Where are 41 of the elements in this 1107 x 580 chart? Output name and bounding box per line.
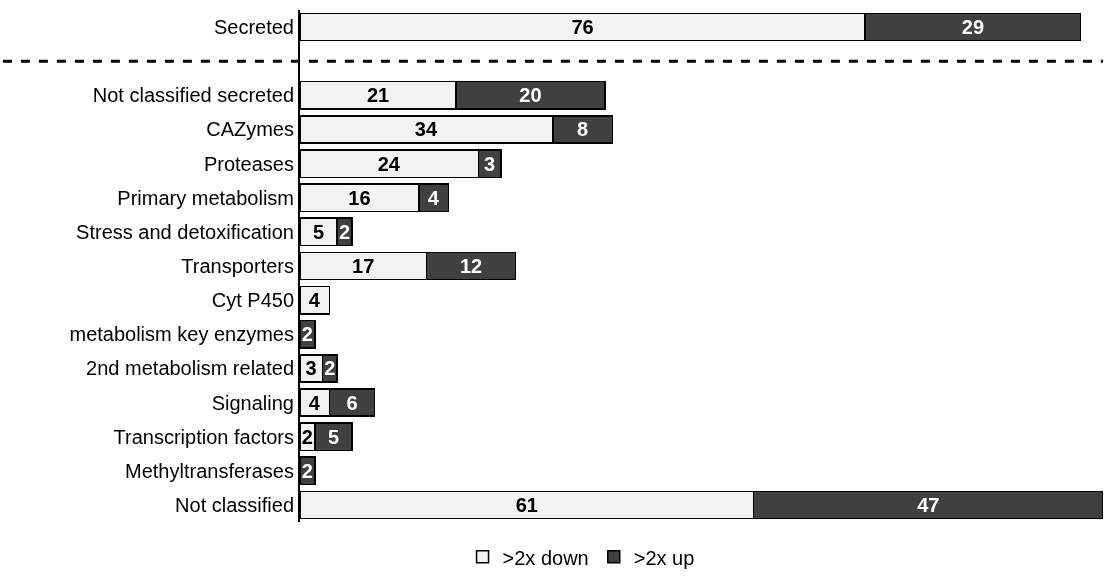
data-label: 2	[324, 357, 336, 380]
data-label: 2	[339, 220, 351, 243]
data-label: 21	[366, 84, 390, 107]
data-label: 3	[305, 357, 317, 380]
y-tick-label: Secreted	[213, 16, 294, 39]
y-tick-label: Methyltransferases	[125, 459, 294, 482]
data-label: 5	[313, 220, 325, 243]
data-label: 6	[346, 391, 358, 414]
y-tick-label: Proteases	[203, 152, 294, 175]
y-tick-label: Cyt P450	[211, 289, 294, 312]
data-label: 5	[327, 425, 340, 448]
data-label: 2	[301, 425, 313, 448]
data-label: 4	[308, 289, 321, 312]
y-tick-label: metabolism key enzymes	[69, 323, 294, 346]
y-tick-label: Transporters	[181, 255, 294, 277]
data-label: 2	[301, 323, 313, 346]
y-tick-label: Not classified secreted	[92, 84, 294, 107]
data-label: 61	[515, 493, 538, 516]
data-label: 16	[348, 186, 371, 209]
y-tick-label: Primary metabolism	[117, 186, 294, 209]
data-label: 17	[352, 255, 375, 277]
y-tick-label: CAZymes	[206, 118, 294, 141]
data-label: 24	[377, 152, 401, 175]
y-tick-label: Transcription factors	[113, 425, 294, 448]
y-tick-label: 2nd metabolism related	[86, 357, 294, 380]
data-label: 20	[519, 84, 542, 107]
legend-label: >2x up	[633, 546, 695, 569]
data-label: 76	[571, 16, 594, 39]
data-label: 2	[301, 459, 313, 482]
data-label: 12	[459, 255, 483, 277]
data-label: 8	[576, 118, 589, 141]
y-tick-label: Not classified	[175, 493, 294, 516]
data-label: 29	[961, 16, 985, 39]
y-tick-label: Signaling	[211, 391, 294, 414]
data-label: 3	[484, 152, 496, 175]
data-label: 4	[427, 186, 440, 209]
y-tick-label: Stress and detoxification	[76, 220, 294, 243]
legend-label: >2x down	[502, 546, 589, 569]
data-label: 47	[917, 493, 940, 516]
data-label: 4	[308, 391, 321, 414]
data-label: 34	[414, 118, 438, 141]
